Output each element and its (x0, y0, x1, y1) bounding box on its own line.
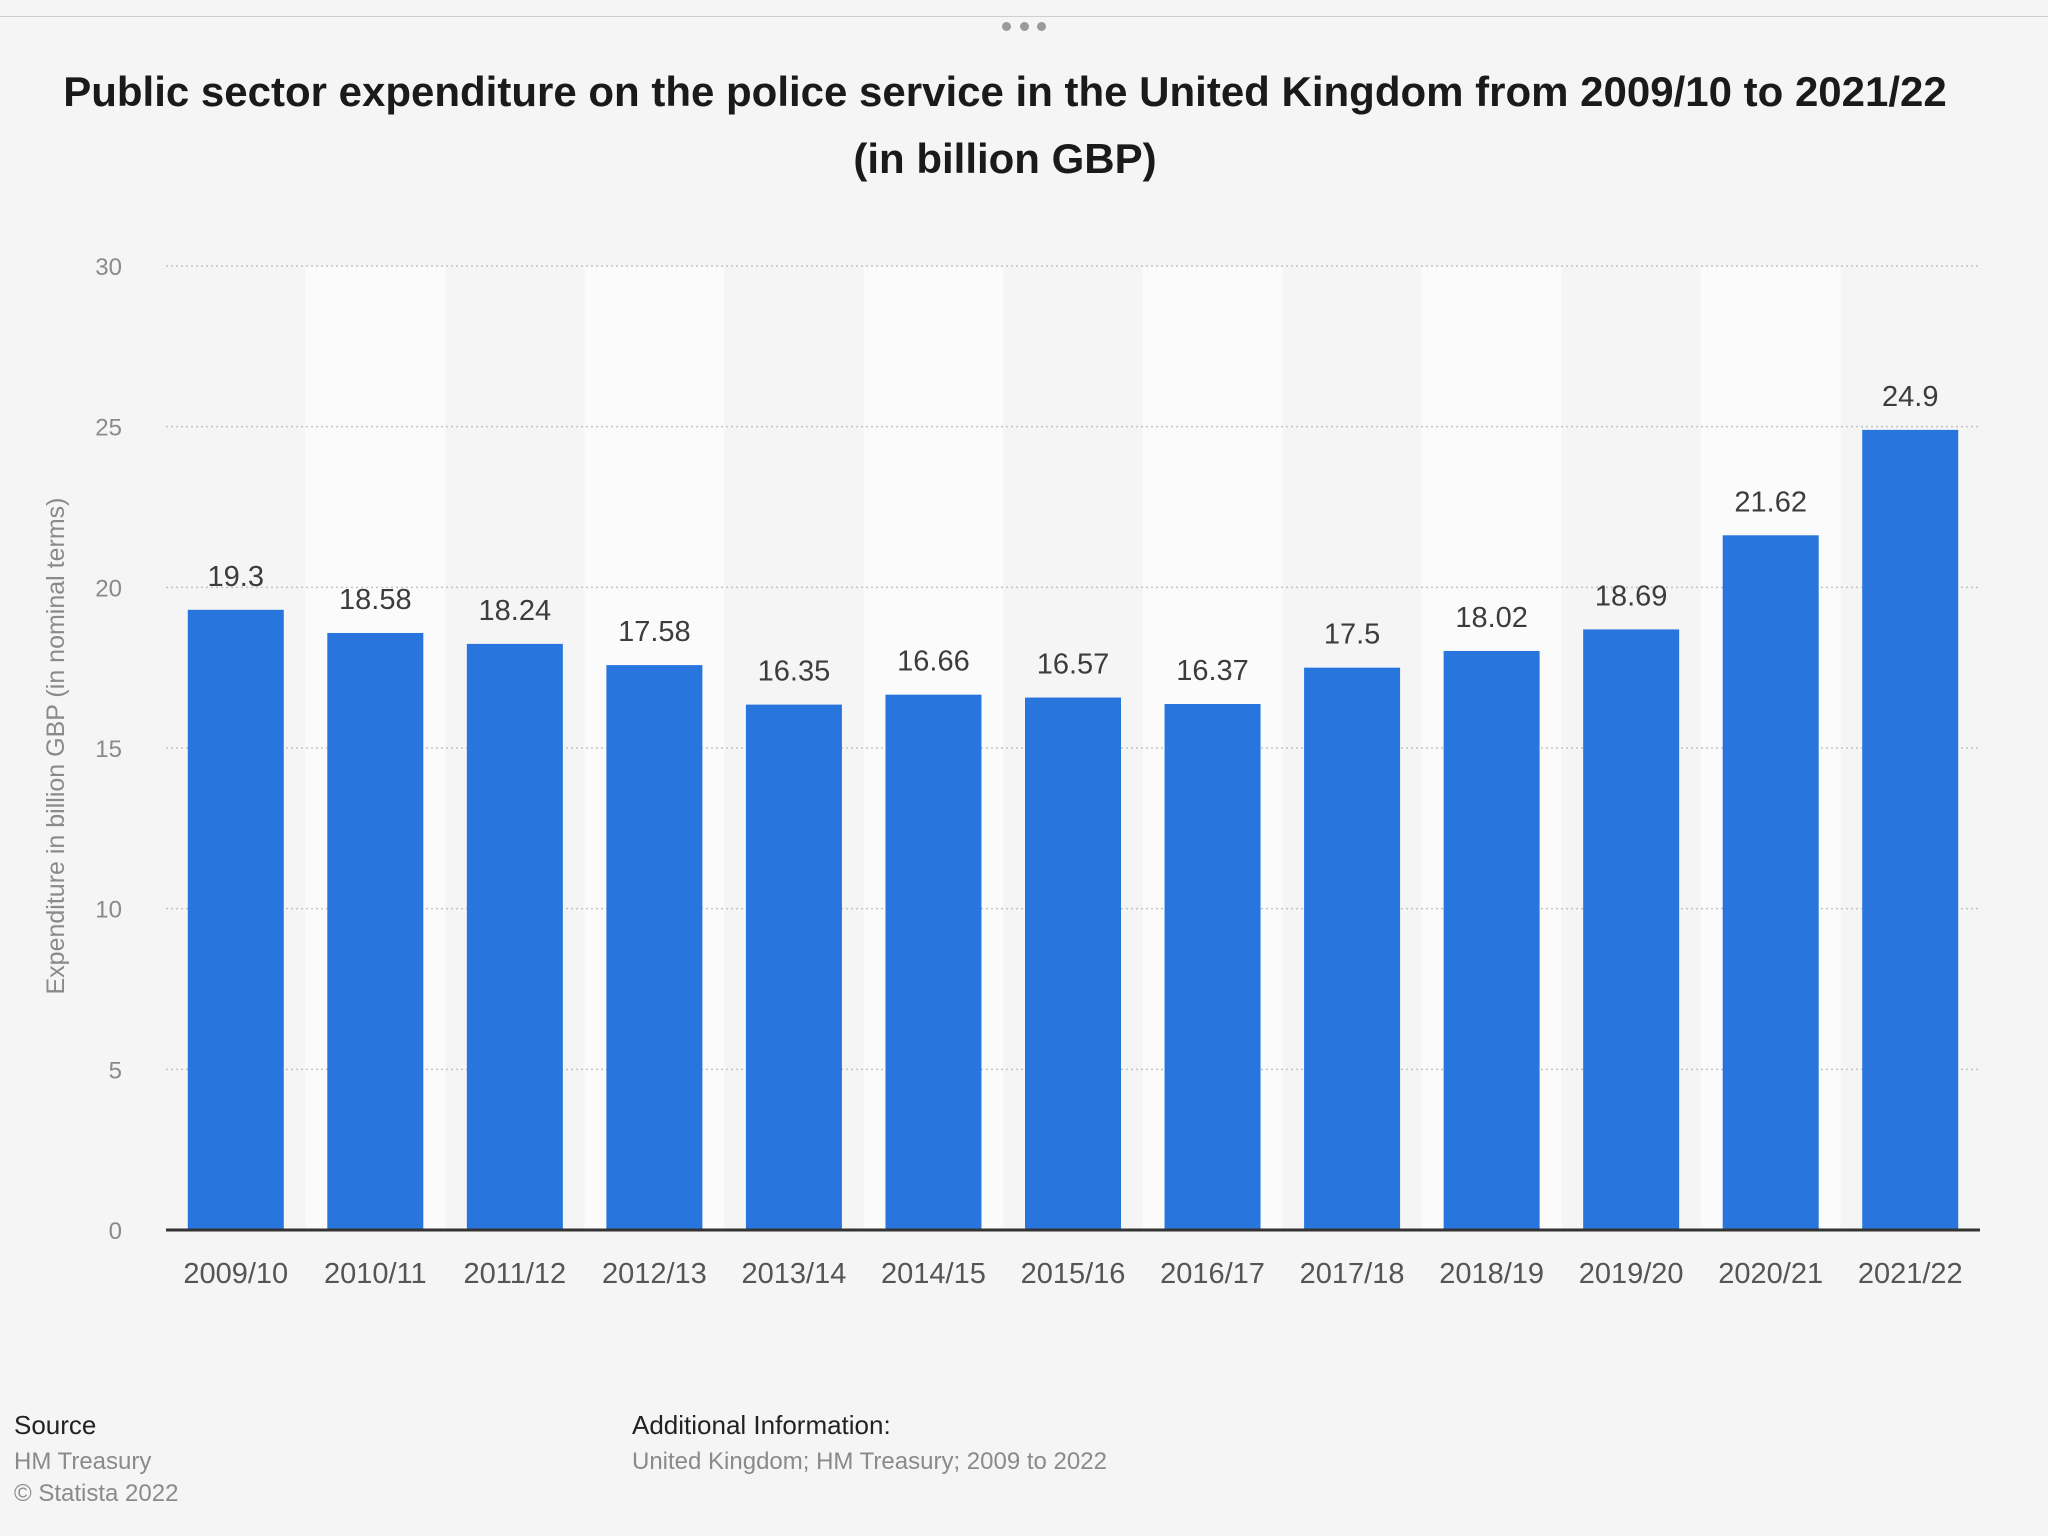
x-tick-label: 2009/10 (183, 1258, 288, 1290)
y-tick-label: 20 (95, 575, 122, 602)
y-tick-label: 0 (109, 1218, 122, 1245)
data-label: 17.5 (1324, 619, 1380, 651)
bar[interactable] (466, 643, 563, 1230)
data-label: 16.37 (1176, 655, 1249, 687)
x-tick-label: 2020/21 (1718, 1258, 1823, 1290)
x-axis-labels: 2009/10 2010/11 2011/12 2012/13 2013/14 2014/… (183, 1258, 1962, 1290)
data-label: 16.66 (897, 646, 970, 678)
data-label: 18.58 (339, 584, 412, 616)
bar[interactable] (606, 665, 703, 1230)
y-axis-ticks: 0 5 10 15 20 25 30 (95, 254, 122, 1245)
data-label: 16.35 (758, 656, 831, 688)
data-label: 18.69 (1595, 580, 1668, 612)
source-heading: Source (14, 1410, 97, 1440)
drag-handle-icon[interactable] (1002, 20, 1046, 32)
x-tick-label: 2016/17 (1160, 1258, 1265, 1290)
y-tick-label: 15 (95, 736, 122, 763)
data-label: 18.24 (479, 595, 552, 627)
chart-title: Public sector expenditure on the police … (63, 68, 1947, 182)
y-axis-title: Expenditure in billion GBP (in nominal t… (42, 498, 70, 995)
x-tick-label: 2019/20 (1579, 1258, 1684, 1290)
y-tick-label: 25 (95, 415, 122, 442)
additional-info-text: United Kingdom; HM Treasury; 2009 to 202… (632, 1448, 1107, 1475)
bar[interactable] (1862, 429, 1959, 1230)
data-label: 19.3 (208, 561, 264, 593)
y-tick-label: 5 (109, 1057, 122, 1084)
y-tick-label: 30 (95, 254, 122, 281)
bar[interactable] (1304, 667, 1401, 1230)
x-tick-label: 2010/11 (324, 1258, 427, 1290)
top-divider (0, 16, 2048, 17)
bar[interactable] (1443, 650, 1540, 1230)
data-label: 18.02 (1455, 602, 1528, 634)
y-tick-label: 10 (95, 897, 122, 924)
bar[interactable] (327, 632, 424, 1230)
x-tick-label: 2011/12 (464, 1258, 567, 1290)
x-tick-label: 2013/14 (742, 1258, 847, 1290)
data-label: 21.62 (1734, 486, 1807, 518)
x-tick-label: 2021/22 (1858, 1258, 1963, 1290)
bar[interactable] (1583, 629, 1680, 1230)
copyright-text: © Statista 2022 (14, 1480, 179, 1507)
data-label: 17.58 (618, 616, 691, 648)
bar[interactable] (745, 704, 842, 1230)
bar[interactable] (1025, 697, 1121, 1230)
data-label: 16.57 (1037, 649, 1110, 681)
source-name[interactable]: HM Treasury (14, 1448, 152, 1475)
bar[interactable] (1164, 703, 1261, 1230)
bar[interactable] (885, 694, 982, 1230)
x-tick-label: 2014/15 (881, 1258, 986, 1290)
x-tick-label: 2012/13 (602, 1258, 707, 1290)
x-tick-label: 2017/18 (1300, 1258, 1405, 1290)
bars (187, 429, 1959, 1230)
bar[interactable] (187, 609, 284, 1230)
bar[interactable] (1722, 535, 1819, 1230)
data-label: 24.9 (1882, 381, 1938, 413)
x-tick-label: 2015/16 (1021, 1258, 1126, 1290)
data-labels: 19.3 18.58 18.24 17.58 16.35 16.66 16.57 16.37 1… (208, 381, 1939, 688)
x-tick-label: 2018/19 (1439, 1258, 1544, 1290)
additional-info-heading: Additional Information: (632, 1410, 891, 1440)
